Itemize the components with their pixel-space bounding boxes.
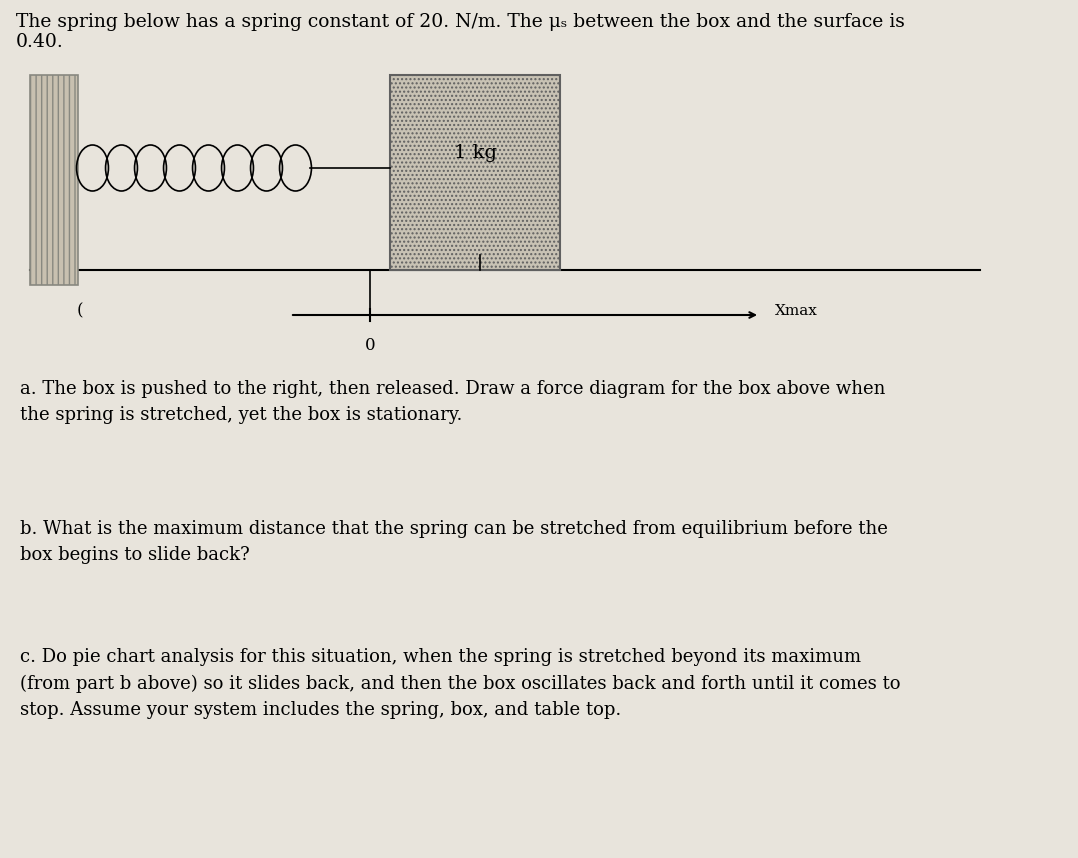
Text: 0.40.: 0.40.	[16, 33, 64, 51]
Text: 0: 0	[364, 337, 375, 354]
Text: c. Do pie chart analysis for this situation, when the spring is stretched beyond: c. Do pie chart analysis for this situat…	[20, 648, 900, 719]
Bar	[30, 75, 78, 285]
Text: The spring below has a spring constant of 20. N/m. The μₛ between the box and th: The spring below has a spring constant o…	[16, 13, 906, 31]
Bar	[390, 75, 559, 270]
Text: 1 kg: 1 kg	[454, 144, 497, 162]
Text: b. What is the maximum distance that the spring can be stretched from equilibriu: b. What is the maximum distance that the…	[20, 520, 888, 565]
Text: Xmax: Xmax	[775, 304, 818, 318]
Text: a. The box is pushed to the right, then released. Draw a force diagram for the b: a. The box is pushed to the right, then …	[20, 380, 885, 425]
Text: (: (	[77, 303, 83, 319]
